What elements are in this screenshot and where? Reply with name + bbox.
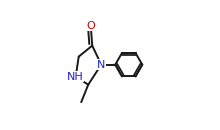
Text: NH: NH bbox=[67, 72, 84, 82]
Text: O: O bbox=[86, 21, 95, 31]
Text: N: N bbox=[97, 60, 105, 70]
